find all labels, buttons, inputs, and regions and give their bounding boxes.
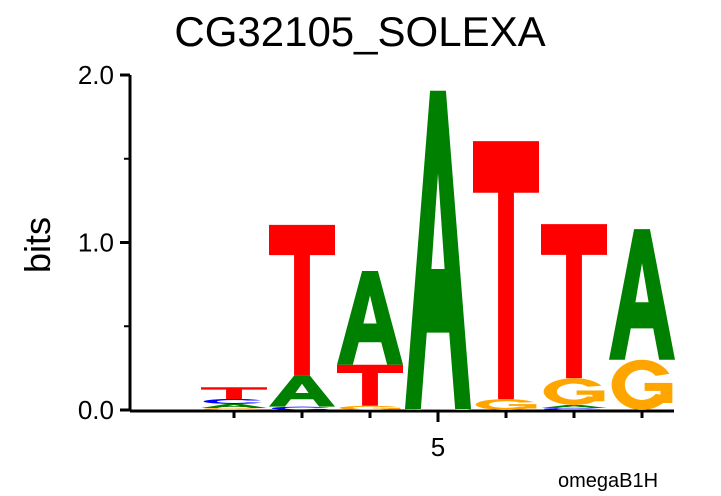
letter-glyph-shape [473, 141, 539, 400]
letter-glyph-shape [541, 404, 607, 408]
y-tick-label: 0.0 [78, 395, 114, 425]
letter-glyph-shape [541, 224, 607, 379]
logo-letter-T [337, 364, 403, 406]
letter-glyph-shape [339, 405, 398, 410]
letter-glyph-shape [405, 90, 471, 409]
letter-glyph-shape [508, 404, 537, 409]
letter-glyph-shape [543, 407, 602, 410]
letter-stacks [201, 90, 675, 410]
logo-letter-T [201, 387, 267, 399]
logo-letter-T [541, 224, 607, 379]
logo-letter-G [203, 407, 265, 410]
letter-glyph-shape [271, 406, 330, 410]
letter-glyph-shape [337, 364, 403, 406]
logo-letter-A [201, 403, 267, 408]
letter-glyph-shape [475, 399, 534, 410]
logo-letter-C [203, 398, 262, 404]
letter-glyph-shape [269, 224, 335, 376]
logo-letter-A [541, 404, 607, 408]
letter-glyph-shape [203, 398, 262, 404]
letter-glyph-shape [201, 387, 267, 399]
letter-glyph-shape [576, 390, 605, 402]
letter-glyph-shape [372, 407, 401, 410]
logo-letter-A [269, 375, 335, 407]
logo-letter-C [271, 406, 330, 410]
letter-glyph-shape [201, 403, 267, 408]
logo-letter-A [337, 270, 403, 365]
letter-glyph-shape [236, 408, 265, 410]
letter-glyph-shape [644, 382, 673, 403]
letter-glyph-shape [611, 359, 670, 410]
letter-glyph-shape [203, 407, 262, 410]
logo-letter-G [407, 408, 469, 410]
logo-letter-G [611, 359, 673, 410]
y-axis-label: bits [17, 217, 58, 273]
logo-letter-A [609, 229, 675, 360]
chart-title: CG32105_SOLEXA [174, 8, 545, 55]
logo-letter-T [473, 141, 539, 400]
logo-letter-C [543, 407, 602, 410]
logo-letter-G [475, 399, 537, 410]
letter-glyph-shape [269, 375, 335, 407]
letter-glyph-shape [609, 229, 675, 360]
axes: 0.0 1.0 2.0 5 [78, 60, 674, 462]
letter-glyph-shape [543, 378, 602, 405]
y-tick-label: 1.0 [78, 228, 114, 258]
letter-glyph-shape [407, 408, 466, 410]
logo-letter-T [269, 224, 335, 376]
letter-glyph-shape [337, 270, 403, 365]
y-tick-label: 2.0 [78, 60, 114, 90]
logo-letter-G [339, 405, 401, 410]
logo-letter-G [543, 378, 605, 405]
footer-label: omegaB1H [558, 470, 658, 492]
x-tick-label: 5 [431, 432, 445, 462]
logo-letter-A [405, 90, 471, 409]
